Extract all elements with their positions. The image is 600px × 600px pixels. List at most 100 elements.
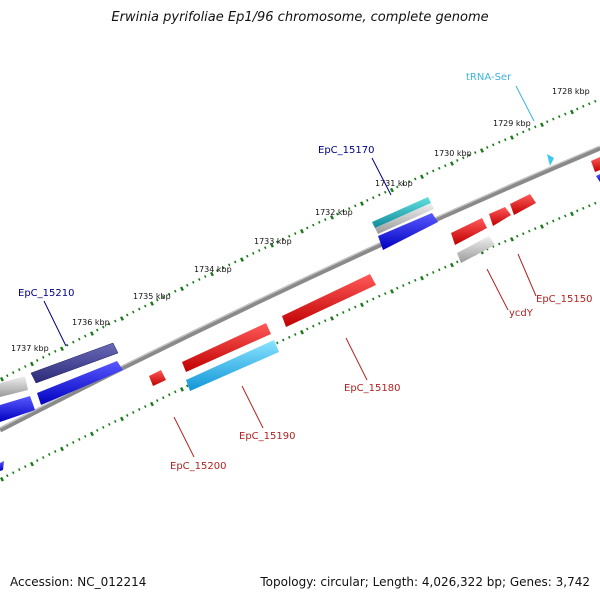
inner-tick-mark xyxy=(564,214,567,218)
gene-label-ycdy: ycdY xyxy=(509,308,534,319)
outer-tick-mark xyxy=(66,343,69,347)
outer-tick-mark xyxy=(125,313,129,317)
inner-tick-mark xyxy=(23,465,27,469)
feature-epc15200[interactable] xyxy=(149,370,166,386)
feature-epc15150[interactable] xyxy=(510,194,536,215)
map-title: Erwinia pyrifoliae Ep1/96 chromosome, co… xyxy=(111,10,489,25)
outer-tick-mark xyxy=(198,277,201,281)
outer-tick-mark xyxy=(12,371,15,375)
outer-tick-mark xyxy=(102,325,105,329)
outer-tick-mark xyxy=(179,286,184,292)
inner-tick-mark xyxy=(546,222,549,225)
outer-tick-mark xyxy=(450,161,454,166)
outer-tick-mark xyxy=(216,269,219,273)
kbp-label: 1734 kbp xyxy=(194,265,232,274)
inner-tick-mark xyxy=(102,425,105,429)
outer-tick-mark xyxy=(162,295,165,299)
inner-tick-mark xyxy=(71,440,75,444)
leader-line xyxy=(371,157,392,196)
outer-tick-mark xyxy=(462,156,465,160)
gene-label-epc15210: EpC_15210 xyxy=(18,288,74,299)
inner-tick-mark xyxy=(138,408,141,411)
leader-line xyxy=(241,385,264,429)
inner-tick-mark xyxy=(342,311,345,314)
outer-tick-mark xyxy=(138,307,141,311)
feature-reverse-gene[interactable] xyxy=(591,157,600,172)
outer-tick-mark xyxy=(252,251,255,255)
feature-forward-gene[interactable] xyxy=(37,361,123,405)
inner-tick-mark xyxy=(42,456,45,459)
feature-forward-gene[interactable] xyxy=(0,461,4,471)
outer-tick-mark xyxy=(570,109,574,115)
outer-tick-mark xyxy=(342,209,345,213)
outer-tick-mark xyxy=(41,355,45,359)
outer-tick-mark xyxy=(222,266,225,270)
outer-tick-mark xyxy=(210,271,214,277)
outer-tick-mark xyxy=(378,193,381,197)
feature-epc15190[interactable] xyxy=(186,340,279,391)
outer-tick-mark xyxy=(354,204,357,208)
inner-tick-mark xyxy=(587,204,591,208)
outer-tick-mark xyxy=(78,337,81,341)
leader-line xyxy=(345,337,368,381)
outer-tick-mark xyxy=(246,254,249,258)
feature-forward-gene[interactable] xyxy=(596,174,600,182)
outer-tick-mark xyxy=(288,234,291,238)
outer-tick-mark xyxy=(144,304,147,308)
outer-tick-mark xyxy=(390,187,394,193)
outer-tick-mark xyxy=(48,352,51,356)
outer-tick-mark xyxy=(324,218,327,222)
gene-label-epc15190: EpC_15190 xyxy=(239,431,295,442)
inner-tick-mark xyxy=(12,471,15,475)
feature-epc15210[interactable] xyxy=(30,342,119,384)
inner-tick-mark xyxy=(306,327,309,331)
outer-tick-mark xyxy=(533,125,537,129)
leader-line xyxy=(486,268,509,311)
inner-tick-mark xyxy=(534,227,537,231)
inner-tick-mark xyxy=(408,281,411,285)
inner-tick-mark xyxy=(324,319,327,323)
inner-tick-mark xyxy=(540,224,544,229)
leader-line xyxy=(173,416,195,458)
topology-text: Topology: circular; Length: 4,026,322 bp… xyxy=(260,575,590,589)
leader-line xyxy=(515,85,535,122)
inner-tick-mark xyxy=(149,401,154,407)
outer-tick-mark xyxy=(456,158,459,162)
outer-tick-mark xyxy=(96,328,99,332)
outer-tick-mark xyxy=(486,145,489,149)
feature-reverse-gene[interactable] xyxy=(489,207,511,226)
outer-tick-mark xyxy=(401,182,405,186)
outer-tick-mark xyxy=(276,240,279,244)
feature-epc15170-group[interactable] xyxy=(372,197,438,250)
inner-tick-mark xyxy=(174,390,177,394)
inner-tick-mark xyxy=(420,275,424,281)
inner-tick-mark xyxy=(275,341,279,345)
gene-label-epc15200: EpC_15200 xyxy=(170,461,226,472)
inner-tick-mark xyxy=(293,333,297,336)
feature-epc15180[interactable] xyxy=(282,274,376,327)
outer-tick-mark xyxy=(582,104,585,108)
outer-tick-mark xyxy=(474,151,477,155)
outer-tick-mark xyxy=(432,169,435,173)
feature-forward-gene[interactable] xyxy=(0,376,28,397)
gene-label-epc15180: EpC_15180 xyxy=(344,383,400,394)
outer-tick-mark xyxy=(53,349,57,353)
outer-tick-mark xyxy=(348,207,351,210)
outer-tick-mark xyxy=(426,172,429,176)
inner-tick-mark xyxy=(414,278,417,282)
feature-ycdy[interactable] xyxy=(457,236,495,263)
feature-reverse-gene[interactable] xyxy=(182,323,271,372)
outer-tick-mark xyxy=(558,115,561,118)
outer-tick-mark xyxy=(414,177,417,181)
inner-tick-mark xyxy=(53,450,57,453)
inner-tick-mark xyxy=(48,453,51,456)
feature-forward-gene[interactable] xyxy=(0,396,35,422)
inner-tick-mark xyxy=(378,294,381,298)
inner-tick-mark xyxy=(438,268,441,272)
trna-ser-feature[interactable] xyxy=(547,154,554,166)
feature-reverse-gene[interactable] xyxy=(451,218,487,245)
inner-tick-mark xyxy=(330,316,334,321)
inner-tick-mark xyxy=(515,234,519,238)
outer-tick-mark xyxy=(186,283,189,287)
